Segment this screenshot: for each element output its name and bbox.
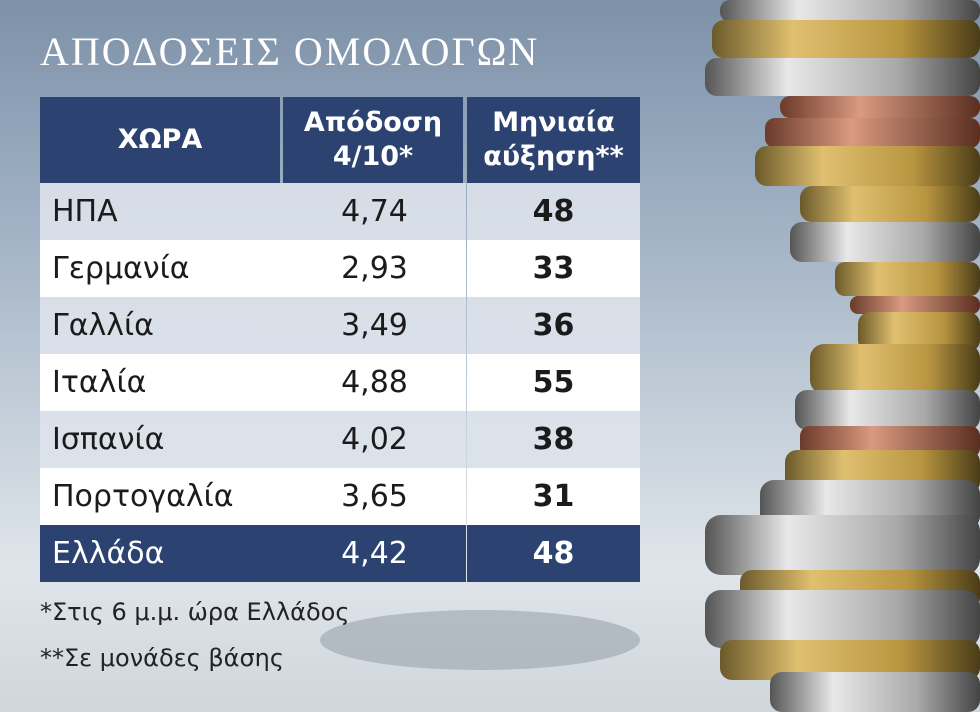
monthly-increase: 33 — [467, 240, 640, 297]
country: Ελλάδα — [40, 525, 283, 582]
yield: 3,65 — [283, 468, 466, 525]
country: ΗΠΑ — [40, 183, 283, 240]
monthly-increase: 48 — [467, 525, 640, 582]
column-header: ΧΩΡΑ — [40, 97, 280, 183]
coin-stack — [705, 0, 980, 712]
country: Πορτογαλία — [40, 468, 283, 525]
monthly-increase: 36 — [467, 297, 640, 354]
monthly-increase: 38 — [467, 411, 640, 468]
footnote: **Σε μονάδες βάσης — [40, 644, 284, 672]
yield: 4,88 — [283, 354, 466, 411]
monthly-increase: 55 — [467, 354, 640, 411]
country: Ιταλία — [40, 354, 283, 411]
column-header: Μηνιαία αύξηση** — [467, 97, 640, 183]
yield: 4,74 — [283, 183, 466, 240]
yield: 2,93 — [283, 240, 466, 297]
monthly-increase: 31 — [467, 468, 640, 525]
footnote: *Στις 6 μ.μ. ώρα Ελλάδος — [40, 598, 350, 626]
monthly-increase: 48 — [467, 183, 640, 240]
yield: 3,49 — [283, 297, 466, 354]
column-header: Απόδοση 4/10* — [283, 97, 463, 183]
country: Γερμανία — [40, 240, 283, 297]
country: Ισπανία — [40, 411, 283, 468]
yield: 4,02 — [283, 411, 466, 468]
yield: 4,42 — [283, 525, 466, 582]
country: Γαλλία — [40, 297, 283, 354]
title: ΑΠΟΔΟΣΕΙΣ ΟΜΟΛΟΓΩΝ — [40, 29, 540, 74]
coin-blur — [320, 610, 640, 670]
